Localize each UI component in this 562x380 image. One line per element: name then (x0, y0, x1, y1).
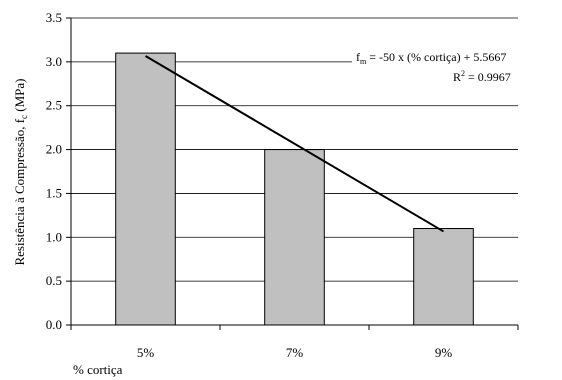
r2-base: R (453, 70, 461, 84)
y-tick-label-4: 2.0 (46, 142, 62, 157)
trendline-r-squared: R2 = 0.9967 (453, 69, 511, 84)
bar-7% (264, 149, 325, 326)
y-axis-title-unit: (MPa) (12, 78, 27, 114)
bar-5% (115, 52, 176, 326)
r2-superscript: 2 (461, 69, 465, 78)
bar-9% (413, 228, 474, 326)
equation-rhs: = -50 x (% cortiça) + 5.5667 (366, 50, 506, 64)
x-tick-label-9%: 9% (435, 345, 453, 360)
trendline (144, 55, 445, 233)
x-axis-title: % cortiça (73, 362, 123, 377)
trendline-group (144, 55, 445, 233)
y-tick-label-2: 1.0 (46, 229, 62, 244)
equation-lhs-subscript: m (360, 57, 367, 66)
tick-labels: 0.0 0.5 1.0 1.5 2.0 2.5 3.0 3.5 5% 7% 9% (46, 10, 453, 360)
y-tick-label-5: 2.5 (46, 98, 62, 113)
trendline-equation: fm = -50 x (% cortiça) + 5.5667 (356, 50, 506, 66)
bars (115, 52, 474, 326)
axes (66, 17, 519, 330)
y-tick-label-3: 1.5 (46, 185, 62, 200)
equation-lhs: f (356, 50, 360, 64)
y-axis-title: Resistência à Compressão, fc (MPa) (12, 78, 29, 265)
y-tick-label-6: 3.0 (46, 54, 62, 69)
x-tick-label-5%: 5% (137, 345, 155, 360)
equation-background (352, 48, 524, 84)
y-tick-label-0: 0.0 (46, 317, 62, 332)
y-tick-label-7: 3.5 (46, 10, 62, 25)
x-tick-label-7%: 7% (286, 345, 304, 360)
y-axis-title-main: Resistência à Compressão, f (12, 118, 27, 265)
y-axis-title-subscript: c (19, 115, 29, 119)
r2-rest: = 0.9967 (465, 70, 511, 84)
y-tick-label-1: 0.5 (46, 273, 62, 288)
